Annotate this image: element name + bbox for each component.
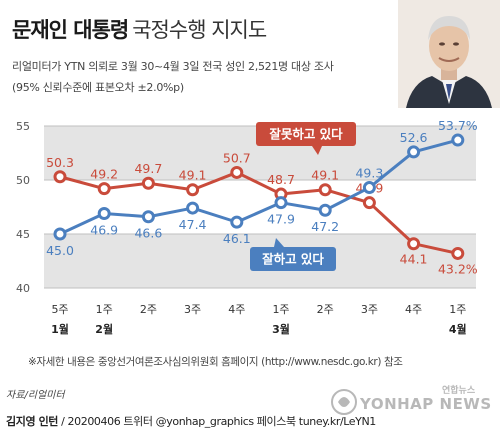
credit-author: 김지영 인턴 bbox=[6, 415, 59, 428]
data-point bbox=[186, 201, 200, 215]
data-point bbox=[141, 176, 155, 190]
data-point bbox=[407, 237, 421, 251]
data-label: 49.7 bbox=[134, 161, 162, 176]
legend-pointer-disapprove bbox=[312, 146, 322, 155]
y-tick-label: 45 bbox=[16, 228, 30, 241]
data-point bbox=[407, 145, 421, 159]
y-tick-label: 40 bbox=[16, 282, 30, 295]
data-label: 47.4 bbox=[179, 217, 207, 232]
data-point bbox=[362, 181, 376, 195]
president-portrait bbox=[398, 0, 500, 108]
data-label: 49.1 bbox=[179, 168, 207, 183]
x-tick-label: 3주 bbox=[184, 303, 201, 316]
data-point bbox=[318, 203, 332, 217]
data-source: 자료/리얼미터 bbox=[6, 390, 65, 401]
x-tick-label: 3주 bbox=[361, 303, 378, 316]
data-point bbox=[53, 170, 67, 184]
data-point bbox=[230, 165, 244, 179]
x-tick-label: 1주 bbox=[96, 303, 113, 316]
data-label: 52.6 bbox=[400, 130, 428, 145]
data-label: 46.6 bbox=[134, 226, 162, 241]
month-label: 4월 bbox=[449, 322, 467, 336]
data-point bbox=[230, 215, 244, 229]
yonhap-news-logo: YONHAP NEWS 연합뉴스 bbox=[331, 384, 492, 415]
margin-of-error: (95% 신뢰수준에 표본오차 ±2.0%p) bbox=[12, 81, 184, 94]
x-tick-label: 4주 bbox=[405, 303, 422, 316]
data-point bbox=[362, 196, 376, 210]
data-label: 48.7 bbox=[267, 172, 295, 187]
data-point bbox=[186, 183, 200, 197]
x-tick-label: 2주 bbox=[317, 303, 334, 316]
legend-pointer-approve bbox=[274, 238, 284, 247]
data-label: 44.1 bbox=[400, 252, 428, 267]
x-tick-label: 5주 bbox=[51, 303, 68, 316]
data-point bbox=[451, 133, 465, 147]
data-point bbox=[141, 210, 155, 224]
data-point bbox=[53, 227, 67, 241]
data-label: 47.9 bbox=[267, 212, 295, 227]
data-label: 46.9 bbox=[90, 222, 118, 237]
legend-box-approve bbox=[250, 247, 336, 271]
month-label: 2월 bbox=[95, 322, 113, 336]
data-label: 43.2% bbox=[438, 261, 478, 276]
data-point bbox=[97, 206, 111, 220]
data-label: 50.7 bbox=[223, 150, 251, 165]
data-label: 47.2 bbox=[311, 219, 339, 234]
x-tick-label: 1주 bbox=[449, 303, 466, 316]
data-label: 50.3 bbox=[46, 155, 74, 170]
month-label: 3월 bbox=[272, 322, 290, 336]
y-tick-label: 55 bbox=[16, 120, 30, 133]
data-point bbox=[318, 183, 332, 197]
legend-box-disapprove bbox=[256, 122, 356, 146]
title-light: 국정수행 지지도 bbox=[132, 18, 267, 42]
svg-text:YONHAP NEWS: YONHAP NEWS bbox=[359, 395, 492, 413]
legend-label-disapprove: 잘못하고 있다 bbox=[269, 127, 343, 142]
chart-title: 문재인 대통령 국정수행 지지도 bbox=[12, 14, 267, 44]
series-line-0 bbox=[59, 170, 459, 255]
data-point bbox=[451, 246, 465, 260]
title-bold: 문재인 대통령 bbox=[12, 18, 129, 42]
month-label: 1월 bbox=[51, 322, 69, 336]
data-point bbox=[274, 196, 288, 210]
y-tick-label: 50 bbox=[16, 174, 30, 187]
x-tick-label: 2주 bbox=[140, 303, 157, 316]
data-label: 49.2 bbox=[90, 167, 118, 182]
chart-note: ※자세한 내용은 중앙선거여론조사심의위원회 홈페이지 (http://www.… bbox=[28, 356, 403, 368]
data-label: 53.7% bbox=[438, 118, 478, 133]
data-label: 46.1 bbox=[223, 231, 251, 246]
data-label: 45.0 bbox=[46, 243, 74, 258]
data-label: 49.1 bbox=[311, 168, 339, 183]
credit-line: 김지영 인턴 / 20200406 트위터 @yonhap_graphics 페… bbox=[6, 413, 376, 429]
legend-label-approve: 잘하고 있다 bbox=[262, 252, 324, 267]
series-line-1 bbox=[59, 138, 459, 236]
x-tick-label: 1주 bbox=[272, 303, 289, 316]
credit-details: / 20200406 트위터 @yonhap_graphics 페이스북 tun… bbox=[58, 415, 376, 428]
data-point bbox=[97, 182, 111, 196]
svg-text:연합뉴스: 연합뉴스 bbox=[442, 384, 476, 396]
x-tick-label: 4주 bbox=[228, 303, 245, 316]
data-label: 49.3 bbox=[355, 166, 383, 181]
survey-description: 리얼미터가 YTN 의뢰로 3월 30~4월 3일 전국 성인 2,521명 대… bbox=[12, 60, 334, 73]
